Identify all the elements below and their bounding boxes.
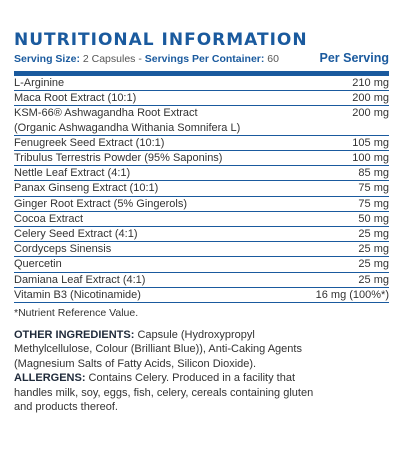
table-row: KSM-66® Ashwagandha Root Extract (Organi… [14,105,389,134]
nutrient-name: KSM-66® Ashwagandha Root Extract (Organi… [14,107,241,134]
table-row: Vitamin B3 (Nicotinamide) 16 mg (100%*) [14,286,389,302]
nutrient-name: Quercetin [14,258,62,271]
nutrient-name: Tribulus Terrestris Powder (95% Saponins… [14,152,223,165]
nutrient-amount: 25 mg [358,228,389,241]
other-ingredients-text: Capsule (Hydroxypropyl Methylcellulose, … [14,329,302,370]
nutrient-amount: 200 mg [352,92,389,105]
nutrient-name: Cocoa Extract [14,212,84,225]
allergens-text: Contains Celery. Produced in a facility … [14,372,314,414]
nutrient-amount: 210 mg [352,77,389,89]
per-serving-heading: Per Serving [319,51,389,65]
table-row: Quercetin 25 mg [14,256,389,271]
nutrient-name: Maca Root Extract (10:1) [14,92,137,105]
nutrient-amount: 16 mg (100%*) [315,288,389,301]
serving-size-value: 2 Capsules [82,53,136,65]
nutrient-amount: 25 mg [358,273,389,286]
nutrient-amount: 25 mg [358,258,389,271]
nutrient-amount: 85 mg [358,167,389,180]
nutrient-name: Celery Seed Extract (4:1) [14,228,138,241]
table-row: Ginger Root Extract (5% Gingerols) 75 mg [14,195,389,211]
footnote: *Nutrient Reference Value. [14,307,139,320]
nutrient-name: Panax Ginseng Extract (10:1) [14,182,159,195]
nutrient-name: Nettle Leaf Extract (4:1) [14,167,131,180]
table-row: Damiana Leaf Extract (4:1) 25 mg [14,271,389,287]
nutrient-amount: 200 mg [352,107,389,120]
allergens-label: ALLERGENS: [14,372,86,385]
table-row: Celery Seed Extract (4:1) 25 mg [14,226,389,241]
nutrient-amount: 75 mg [358,182,389,195]
table-row: Maca Root Extract (10:1) 200 mg [14,90,389,105]
table-row: Nettle Leaf Extract (4:1) 85 mg [14,165,389,180]
serving-info: Serving Size: 2 Capsules - Servings Per … [14,53,279,65]
nutrient-amount: 100 mg [352,152,389,165]
other-ingredients-label: OTHER INGREDIENTS: [14,329,135,342]
nutrient-amount: 50 mg [358,212,389,225]
nutrient-amount: 105 mg [352,136,389,149]
nutrient-table: L-Arginine 210 mg Maca Root Extract (10:1)… [14,76,389,304]
table-row: Cocoa Extract 50 mg [14,210,389,226]
table-row: L-Arginine 210 mg [14,76,389,90]
serving-size-label: Serving Size: [14,53,80,65]
table-row: Fenugreek Seed Extract (10:1) 105 mg [14,134,389,150]
nutrient-amount: 25 mg [358,243,389,256]
nutrient-name: Ginger Root Extract (5% Gingerols) [14,197,188,210]
table-row: Cordyceps Sinensis 25 mg [14,241,389,256]
nutrient-name: Fenugreek Seed Extract (10:1) [14,136,165,149]
ingredients-block: OTHER INGREDIENTS: Capsule (Hydroxypropy… [14,328,314,414]
nutrient-name: L-Arginine [14,77,65,89]
servings-per-container-label: Servings Per Container: [144,53,265,65]
nutrition-panel: NUTRITIONAL INFORMATION Serving Size: 2 … [14,30,389,414]
servings-per-container-value: 60 [267,53,279,65]
nutrient-name: Cordyceps Sinensis [14,243,112,256]
table-row: Tribulus Terrestris Powder (95% Saponins… [14,150,389,165]
serving-header: Serving Size: 2 Capsules - Servings Per … [14,51,389,69]
nutrient-name: Vitamin B3 (Nicotinamide) [14,288,141,301]
nutrient-name: Damiana Leaf Extract (4:1) [14,273,146,286]
nutrient-amount: 75 mg [358,197,389,210]
header-rule [14,71,389,76]
panel-title: NUTRITIONAL INFORMATION [14,30,308,50]
table-row: Panax Ginseng Extract (10:1) 75 mg [14,180,389,195]
